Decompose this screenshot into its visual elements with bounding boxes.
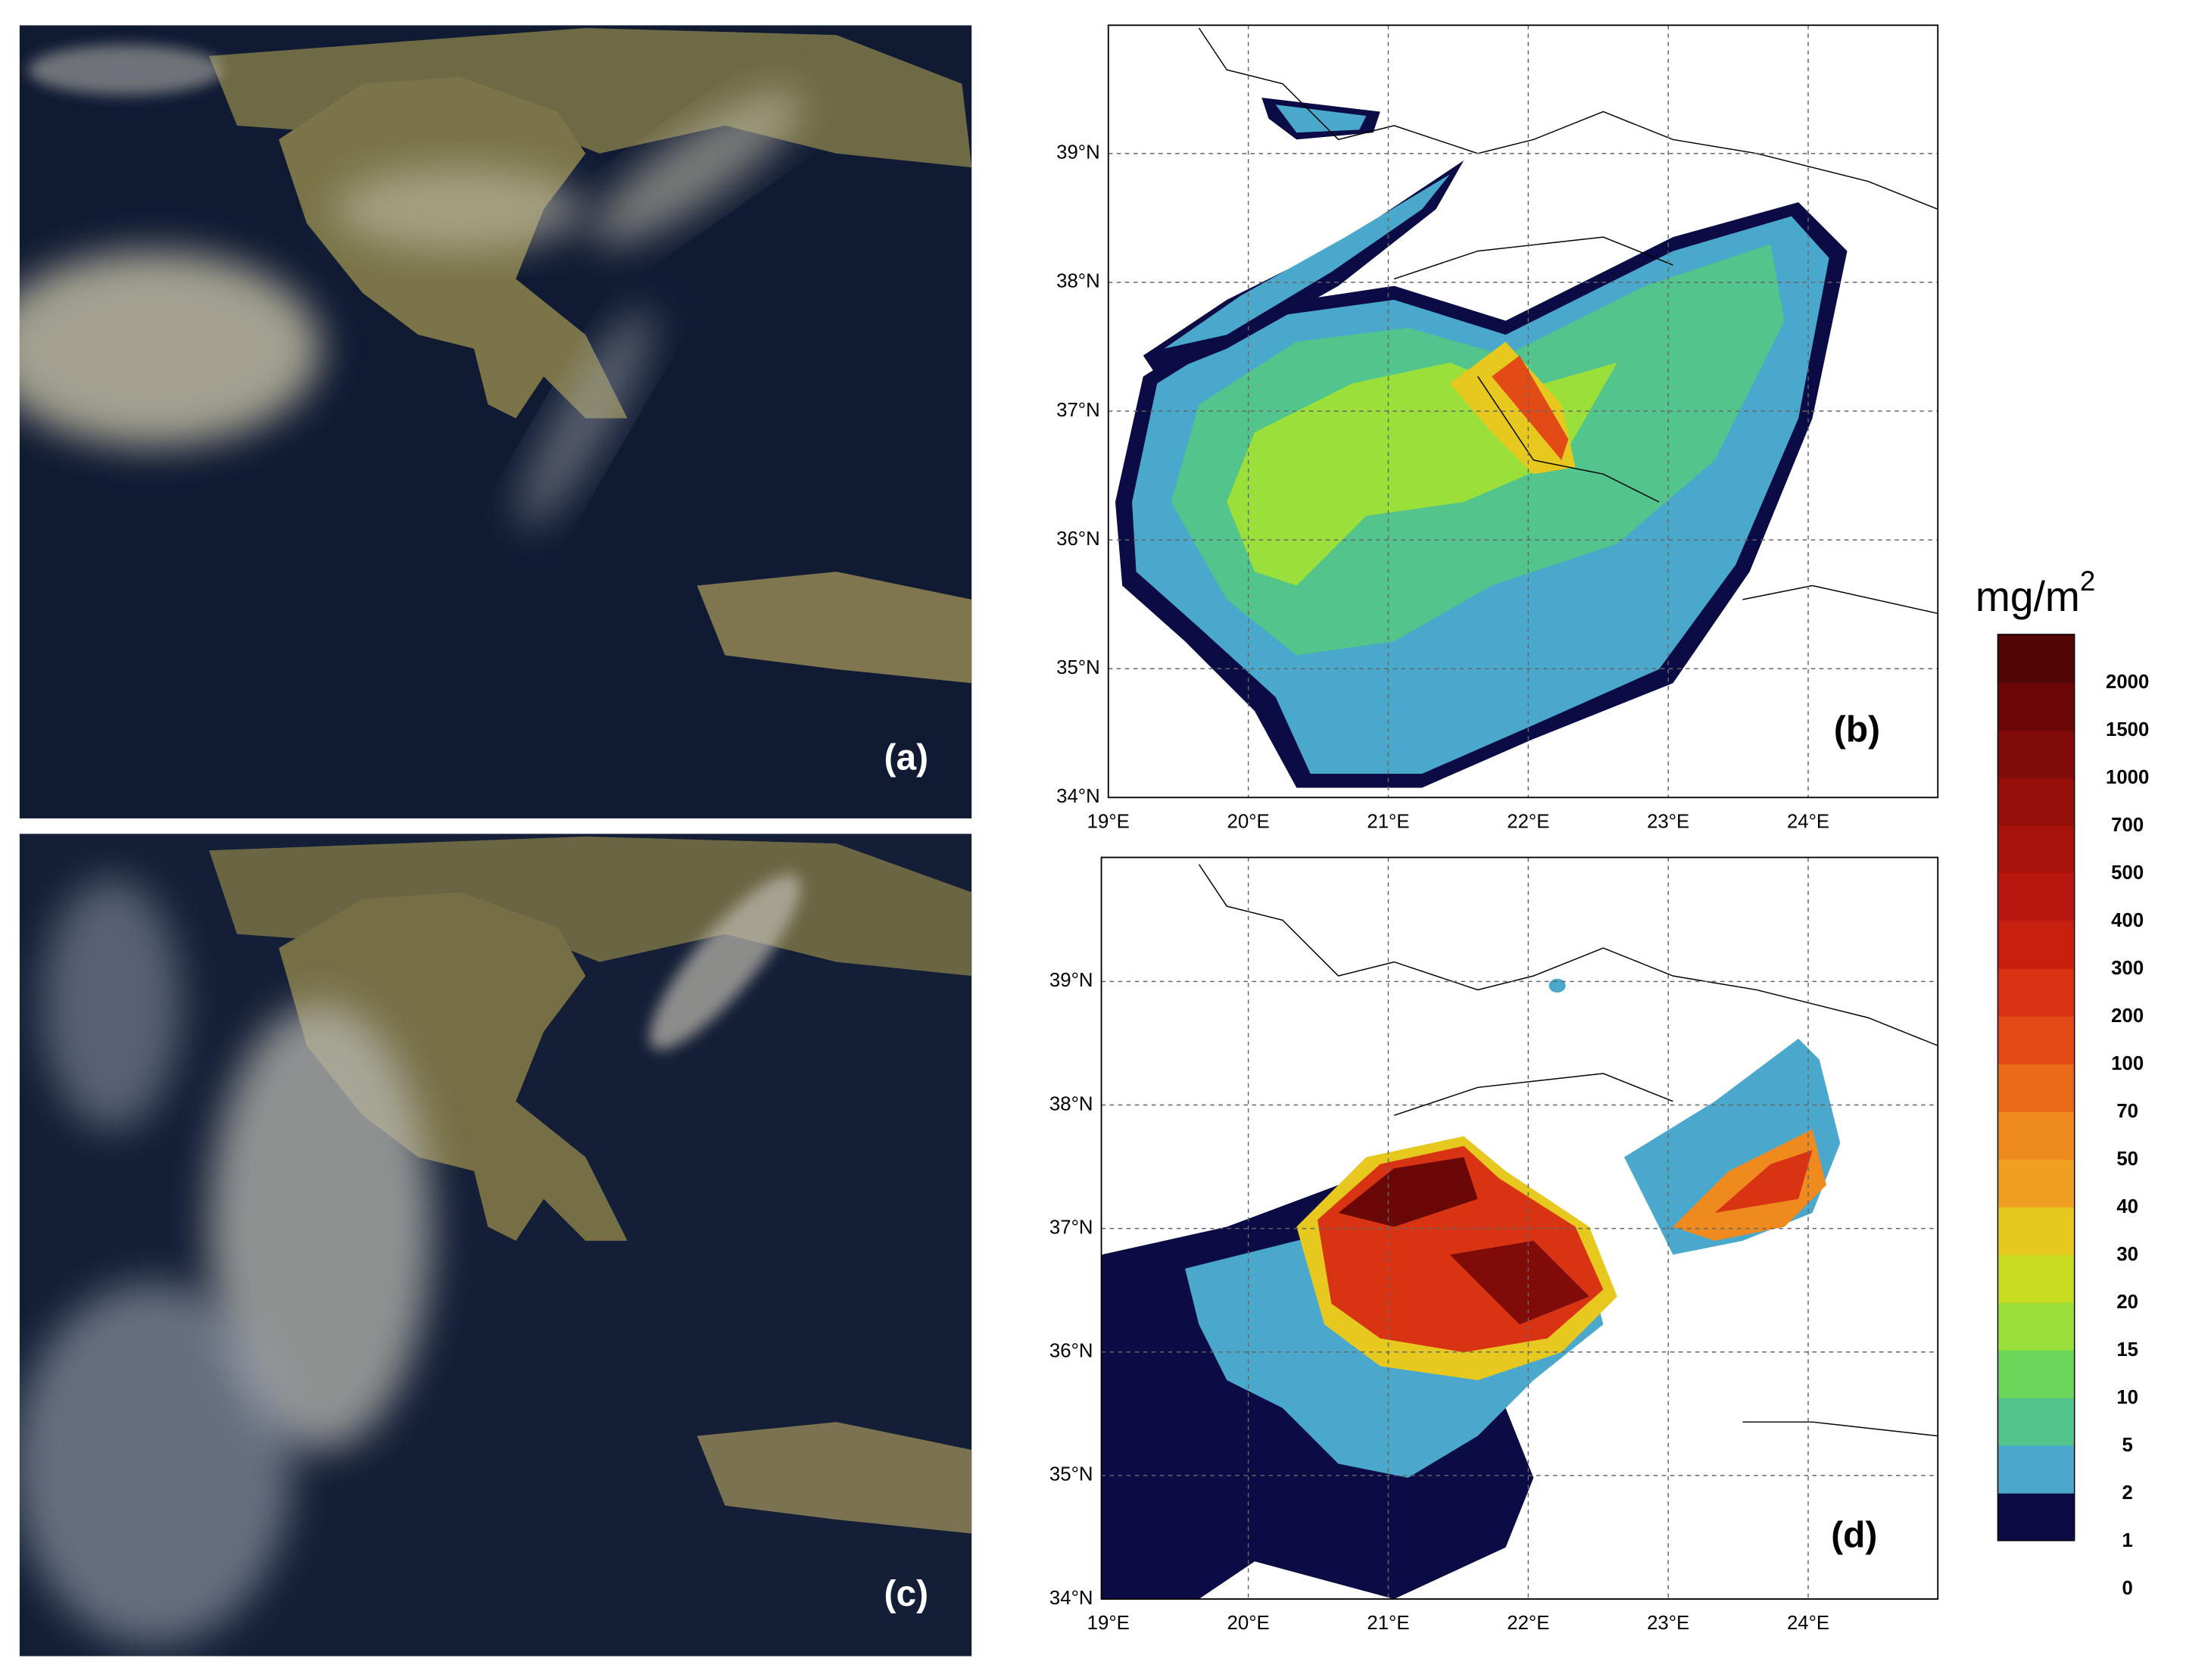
lon-tick-label: 20°E xyxy=(1227,811,1270,832)
lon-tick-label: 24°E xyxy=(1787,811,1829,832)
panel-label: (c) xyxy=(884,1574,929,1614)
lat-tick-label: 39°N xyxy=(1056,142,1100,164)
lat-tick-label: 38°N xyxy=(1049,1093,1093,1114)
map-d xyxy=(1100,856,1939,1600)
lon-tick-label: 23°E xyxy=(1647,1613,1689,1634)
colorbar-label: 100 xyxy=(2111,1053,2144,1074)
plume-b xyxy=(1115,27,1938,788)
lon-tick-label: 19°E xyxy=(1087,811,1130,832)
colorbar-label: 1500 xyxy=(2106,719,2149,740)
lat-tick-label: 39°N xyxy=(1049,970,1093,991)
colorbar-label: 2000 xyxy=(2106,672,2149,693)
colorbar-band xyxy=(1997,729,2075,778)
colorbar-label: 10 xyxy=(2116,1387,2138,1408)
colorbar-label: 1000 xyxy=(2106,767,2149,788)
unit: mg/m xyxy=(1976,572,2080,619)
lon-tick-label: 21°E xyxy=(1367,1613,1409,1634)
plume-d xyxy=(1101,864,1938,1600)
satellite-image-a xyxy=(19,25,972,818)
colorbar: 0 1 2 5 10 15 20 30 40 50 70 100 200 300 400 500 700 1000… xyxy=(1997,634,2149,1599)
lat-tick-label: 34°N xyxy=(1056,786,1100,807)
lat-tick-label: 38°N xyxy=(1056,271,1100,292)
colorbar-label: 400 xyxy=(2111,910,2144,931)
colorbar-band xyxy=(1997,824,2075,874)
colorbar-band xyxy=(1997,1397,2075,1446)
colorbar-band xyxy=(1997,1206,2075,1255)
colorbar-label: 40 xyxy=(2116,1196,2138,1217)
lon-tick-label: 22°E xyxy=(1507,1613,1549,1634)
colorbar-label: 50 xyxy=(2116,1149,2138,1170)
colorbar-band xyxy=(1997,1063,2075,1112)
unit-superscript: 2 xyxy=(2080,566,2095,597)
colorbar-band xyxy=(1997,634,2075,683)
colorbar-band xyxy=(1997,872,2075,921)
colorbar-band xyxy=(1997,1111,2075,1160)
colorbar-label: 70 xyxy=(2116,1101,2138,1122)
lat-tick-label: 36°N xyxy=(1049,1341,1093,1362)
panel-label: (d) xyxy=(1831,1516,1877,1556)
colorbar-label: 500 xyxy=(2111,862,2144,884)
colorbar-unit: mg/m2 xyxy=(1976,566,2096,620)
lon-tick-label: 22°E xyxy=(1507,811,1549,832)
map-b xyxy=(1107,24,1939,799)
colorbar-band xyxy=(1997,1445,2075,1494)
colorbar-label: 200 xyxy=(2111,1005,2144,1027)
colorbar-band xyxy=(1997,968,2075,1017)
panel-label: (b) xyxy=(1834,709,1880,750)
colorbar-label: 300 xyxy=(2111,958,2144,979)
lon-tick-label: 24°E xyxy=(1787,1613,1829,1634)
lat-tick-label: 35°N xyxy=(1049,1464,1093,1485)
colorbar-frame xyxy=(1997,634,2075,1541)
colorbar-label: 30 xyxy=(2116,1244,2138,1265)
lon-tick-label: 20°E xyxy=(1227,1613,1270,1634)
colorbar-label: 5 xyxy=(2122,1435,2132,1456)
colorbar-band xyxy=(1997,681,2075,731)
lon-tick-label: 19°E xyxy=(1087,1613,1130,1634)
lat-tick-label: 35°N xyxy=(1056,657,1100,678)
satellite-image-c xyxy=(19,834,972,1657)
colorbar-label: 700 xyxy=(2111,815,2144,836)
lon-tick-label: 21°E xyxy=(1367,811,1409,832)
colorbar-band xyxy=(1997,1158,2075,1208)
colorbar-label: 20 xyxy=(2116,1292,2138,1313)
lat-tick-label: 36°N xyxy=(1056,528,1100,550)
lat-tick-label: 37°N xyxy=(1049,1217,1093,1238)
lon-tick-label: 23°E xyxy=(1647,811,1689,832)
lat-tick-label: 34°N xyxy=(1049,1588,1093,1609)
colorbar-label: 2 xyxy=(2122,1482,2132,1504)
colorbar-label: 1 xyxy=(2122,1530,2132,1551)
colorbar-band xyxy=(1997,1301,2075,1351)
colorbar-band xyxy=(1997,1349,2075,1398)
panel-label: (a) xyxy=(884,737,929,778)
colorbar-band xyxy=(1997,1015,2075,1064)
colorbar-band xyxy=(1997,1254,2075,1303)
colorbar-band xyxy=(1997,777,2075,826)
colorbar-band xyxy=(1997,1492,2075,1541)
colorbar-label: 15 xyxy=(2116,1339,2138,1361)
colorbar-label: 0 xyxy=(2122,1578,2132,1599)
colorbar-band xyxy=(1997,920,2075,969)
lat-tick-label: 37°N xyxy=(1056,400,1100,421)
